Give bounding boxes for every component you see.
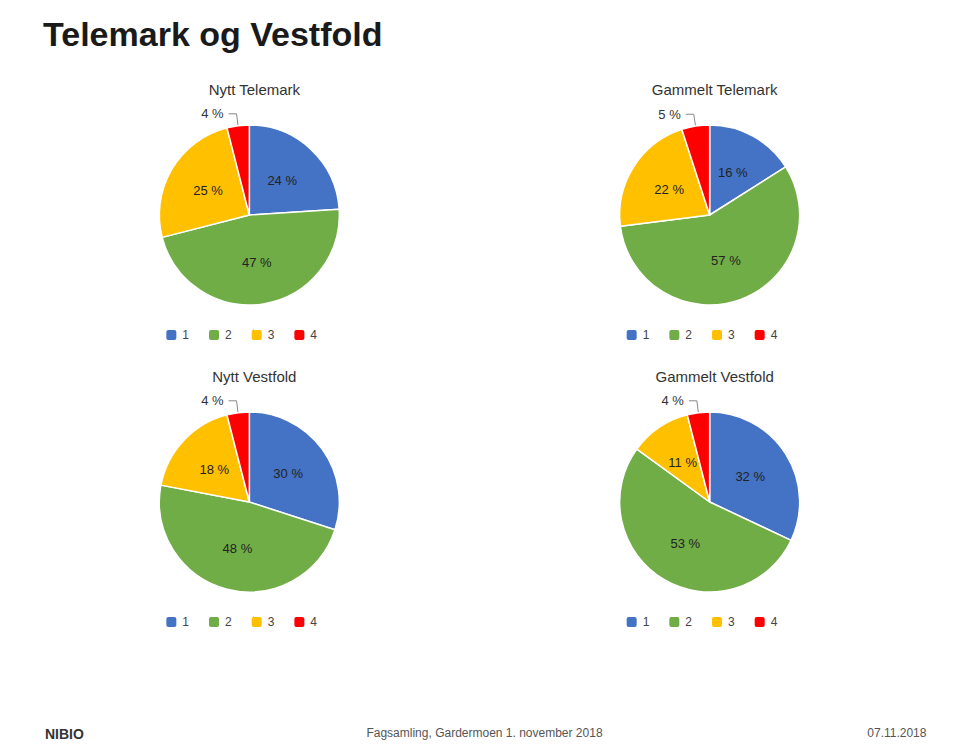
- svg-text:Telemark og Vestfold: Telemark og Vestfold: [43, 15, 382, 53]
- svg-text:NIBIO: NIBIO: [45, 726, 84, 742]
- svg-text:5 %: 5 %: [658, 107, 681, 122]
- svg-text:Nytt Vestfold: Nytt Vestfold: [212, 368, 296, 385]
- svg-text:1: 1: [182, 328, 189, 342]
- svg-text:18 %: 18 %: [200, 462, 230, 477]
- svg-text:16 %: 16 %: [718, 165, 748, 180]
- svg-text:4 %: 4 %: [201, 393, 224, 408]
- svg-text:Nytt Telemark: Nytt Telemark: [209, 81, 301, 98]
- svg-text:1: 1: [643, 615, 650, 629]
- svg-text:Gammelt Telemark: Gammelt Telemark: [652, 81, 778, 98]
- svg-text:4: 4: [771, 615, 778, 629]
- svg-text:3: 3: [728, 328, 735, 342]
- svg-text:2: 2: [225, 328, 232, 342]
- svg-text:4: 4: [310, 615, 317, 629]
- svg-text:07.11.2018: 07.11.2018: [867, 726, 926, 740]
- svg-text:22 %: 22 %: [654, 182, 684, 197]
- svg-text:57 %: 57 %: [711, 253, 741, 268]
- svg-text:4 %: 4 %: [661, 393, 684, 408]
- svg-text:53 %: 53 %: [670, 536, 700, 551]
- svg-text:48 %: 48 %: [223, 541, 253, 556]
- svg-text:2: 2: [685, 328, 692, 342]
- svg-text:3: 3: [268, 615, 275, 629]
- svg-text:2: 2: [225, 615, 232, 629]
- svg-text:4: 4: [771, 328, 778, 342]
- svg-text:47 %: 47 %: [242, 255, 272, 270]
- svg-text:4: 4: [310, 328, 317, 342]
- svg-text:2: 2: [685, 615, 692, 629]
- svg-text:30 %: 30 %: [273, 466, 303, 481]
- svg-text:1: 1: [643, 328, 650, 342]
- svg-text:1: 1: [182, 615, 189, 629]
- svg-text:11 %: 11 %: [668, 455, 697, 470]
- svg-text:24 %: 24 %: [267, 173, 297, 188]
- svg-text:Fagsamling, Gardermoen 1. nove: Fagsamling, Gardermoen 1. november 2018: [366, 726, 602, 740]
- svg-text:25 %: 25 %: [193, 183, 223, 198]
- svg-text:Gammelt Vestfold: Gammelt Vestfold: [655, 368, 773, 385]
- svg-text:4 %: 4 %: [201, 106, 224, 121]
- svg-text:3: 3: [268, 328, 275, 342]
- svg-text:3: 3: [728, 615, 735, 629]
- svg-text:32 %: 32 %: [735, 469, 765, 484]
